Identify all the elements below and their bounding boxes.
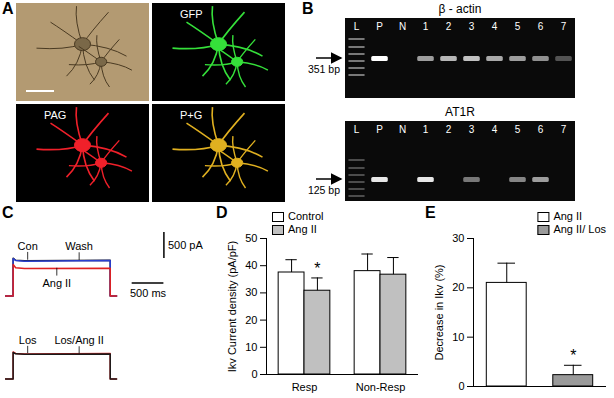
- svg-text:125 bp: 125 bp: [308, 184, 340, 196]
- svg-text:Los: Los: [19, 334, 37, 346]
- svg-text:20: 20: [245, 314, 257, 326]
- svg-text:3: 3: [469, 124, 475, 135]
- svg-text:500 pA: 500 pA: [168, 239, 204, 251]
- svg-text:351 bp: 351 bp: [308, 63, 340, 75]
- svg-text:AT1R: AT1R: [445, 105, 475, 119]
- svg-text:2: 2: [446, 124, 452, 135]
- html-text:Ang II: Ang II: [288, 223, 317, 235]
- svg-text:0: 0: [251, 368, 257, 380]
- svg-text:Decrease in Ikv (%): Decrease in Ikv (%): [433, 265, 445, 361]
- svg-text:5: 5: [515, 21, 521, 32]
- svg-text:5: 5: [515, 124, 521, 135]
- svg-text:Ang II: Ang II: [42, 277, 71, 289]
- svg-text:10: 10: [245, 341, 257, 353]
- svg-text:Ikv Current density (pA/pF): Ikv Current density (pA/pF): [226, 241, 238, 372]
- svg-text:50: 50: [245, 232, 257, 244]
- svg-text:30: 30: [245, 286, 257, 298]
- svg-text:1: 1: [423, 124, 429, 135]
- html-text:E: E: [425, 204, 436, 221]
- svg-text:L: L: [354, 124, 360, 135]
- html-text:Ang II/ Los: Ang II/ Los: [553, 223, 606, 235]
- svg-text:10: 10: [452, 331, 464, 343]
- svg-text:Los/Ang II: Los/Ang II: [54, 334, 104, 346]
- svg-text:6: 6: [538, 21, 544, 32]
- svg-text:40: 40: [245, 259, 257, 271]
- svg-text:P: P: [376, 124, 383, 135]
- svg-text:30: 30: [452, 232, 464, 244]
- svg-text:4: 4: [492, 124, 498, 135]
- html-text:D: D: [216, 204, 228, 221]
- svg-text:4: 4: [492, 21, 498, 32]
- svg-text:*: *: [570, 347, 576, 364]
- svg-text:*: *: [314, 260, 320, 277]
- svg-text:P: P: [376, 21, 383, 32]
- svg-text:20: 20: [452, 281, 464, 293]
- svg-text:3: 3: [469, 21, 475, 32]
- svg-text:6: 6: [538, 124, 544, 135]
- svg-text:7: 7: [561, 124, 567, 135]
- svg-text:Non-Resp: Non-Resp: [356, 381, 406, 393]
- svg-text:0: 0: [458, 380, 464, 392]
- svg-text:L: L: [354, 21, 360, 32]
- svg-text:7: 7: [561, 21, 567, 32]
- svg-text:Con: Con: [18, 240, 38, 252]
- svg-text:500 ms: 500 ms: [130, 287, 167, 299]
- html-text:A: A: [2, 0, 14, 17]
- svg-text:GFP: GFP: [180, 8, 203, 20]
- html-text:C: C: [2, 204, 14, 221]
- svg-text:Wash: Wash: [65, 240, 93, 252]
- html-text:Ang II: Ang II: [553, 210, 583, 222]
- svg-text:PAG: PAG: [44, 109, 66, 121]
- svg-text:P+G: P+G: [180, 109, 202, 121]
- html-text:B: B: [302, 0, 314, 17]
- html-text:Control: Control: [288, 210, 324, 222]
- svg-text:2: 2: [446, 21, 452, 32]
- svg-text:Resp: Resp: [292, 381, 318, 393]
- svg-text:β - actin: β - actin: [439, 2, 482, 16]
- svg-text:N: N: [399, 21, 406, 32]
- svg-text:N: N: [399, 124, 406, 135]
- svg-text:1: 1: [423, 21, 429, 32]
